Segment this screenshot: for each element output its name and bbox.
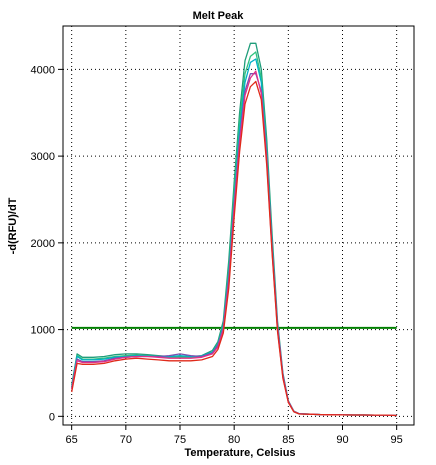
melt-curve <box>71 73 397 417</box>
series-layer <box>71 42 397 417</box>
x-axis-label: Temperature, Celsius <box>184 447 295 459</box>
chart-title: Melt Peak <box>193 10 245 22</box>
tick-layer: 65 70 75 80 85 90 95 0 1000 2000 3000 4000 <box>31 64 403 446</box>
y-axis-label: -d(RFU)/dT <box>7 197 19 254</box>
x-tick-label: 75 <box>174 434 186 446</box>
x-tick-label: 90 <box>336 434 348 446</box>
melt-curve <box>71 80 397 417</box>
plot-frame <box>62 25 415 426</box>
x-tick-label: 80 <box>228 434 240 446</box>
y-tick-label: 1000 <box>31 325 55 337</box>
y-tick-label: 4000 <box>31 64 55 76</box>
x-tick-label: 95 <box>391 434 403 446</box>
grid-layer <box>63 26 414 425</box>
x-tick-label: 65 <box>66 434 78 446</box>
x-tick-label: 85 <box>282 434 294 446</box>
y-tick-label: 0 <box>49 411 55 423</box>
y-tick-label: 2000 <box>31 238 55 250</box>
y-tick-label: 3000 <box>31 151 55 163</box>
x-tick-label: 70 <box>120 434 132 446</box>
